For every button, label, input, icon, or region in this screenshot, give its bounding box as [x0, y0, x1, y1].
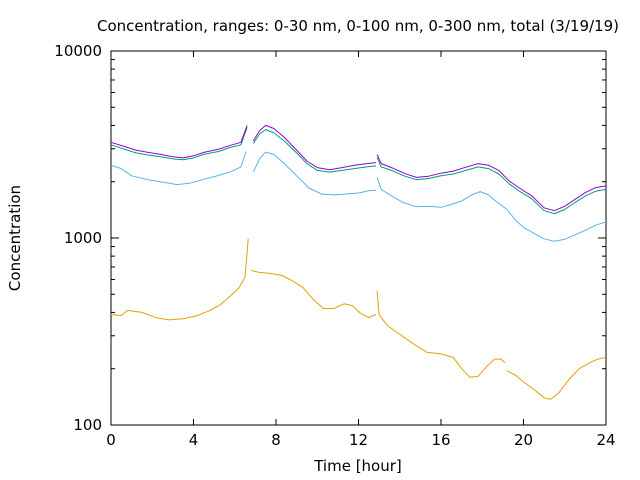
- series-2-segment-1: [110, 151, 247, 186]
- series-1-segment-3: [376, 291, 506, 378]
- series-layer: [110, 124, 607, 400]
- y-tick-label: 100: [73, 416, 102, 434]
- y-tick-label: 10000: [54, 42, 102, 60]
- series-4-segment-2: [252, 124, 377, 171]
- x-tick-label: 0: [106, 431, 116, 449]
- series-1-segment-4: [506, 356, 607, 400]
- x-tick-label: 20: [514, 431, 533, 449]
- chart-title: Concentration, ranges: 0-30 nm, 0-100 nm…: [97, 17, 619, 35]
- x-tick-label: 16: [431, 431, 450, 449]
- series-2-segment-2: [252, 151, 377, 196]
- series-1-segment-2: [251, 270, 377, 319]
- series-4-segment-1: [110, 125, 248, 159]
- series-3-segment-1: [110, 127, 248, 161]
- x-tick-label: 12: [349, 431, 368, 449]
- plot-frame: [110, 50, 607, 426]
- series-2-segment-3: [376, 177, 607, 242]
- x-axis-label: Time [hour]: [313, 457, 402, 475]
- y-tick-label: 1000: [64, 229, 102, 247]
- y-axis-label: Concentration: [6, 185, 24, 291]
- series-3-segment-2: [252, 129, 377, 173]
- x-tick-label: 4: [189, 431, 199, 449]
- series-1-segment-1: [110, 238, 249, 321]
- x-tick-label: 8: [271, 431, 281, 449]
- axis-ticks: 0 4 8 12 16 20 24 100 1000 10000: [54, 42, 615, 449]
- x-tick-label: 24: [596, 431, 615, 449]
- series-3-segment-3: [376, 157, 607, 215]
- series-4-segment-3: [376, 154, 607, 212]
